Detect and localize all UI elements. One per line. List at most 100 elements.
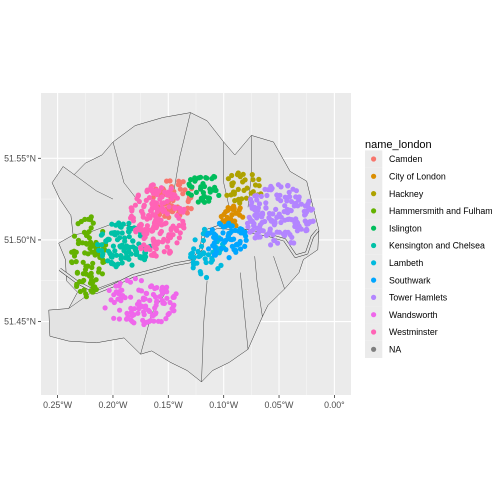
point-hammersmith-and-fulham	[73, 259, 79, 265]
point-wandsworth	[142, 296, 148, 302]
point-tower-hamlets	[278, 219, 284, 226]
point-westminster	[150, 236, 156, 242]
point-tower-hamlets	[306, 198, 312, 204]
point-kensington-and-chelsea	[109, 221, 115, 227]
legend-label: City of London	[389, 172, 446, 182]
point-southwark	[225, 232, 232, 238]
point-wandsworth	[132, 276, 138, 282]
point-hammersmith-and-fulham	[74, 270, 80, 276]
point-wandsworth	[124, 277, 130, 284]
point-tower-hamlets	[270, 232, 276, 238]
point-islington	[206, 198, 212, 204]
point-wandsworth	[141, 312, 147, 318]
point-hammersmith-and-fulham	[71, 253, 78, 259]
point-tower-hamlets	[263, 232, 270, 239]
legend-label: Westminster	[389, 327, 438, 337]
borough-boundary	[240, 272, 249, 350]
point-westminster	[150, 203, 156, 209]
point-wandsworth	[152, 285, 158, 292]
point-hammersmith-and-fulham	[96, 266, 102, 272]
point-westminster	[144, 188, 150, 195]
legend-swatch	[371, 173, 377, 179]
point-wandsworth	[137, 303, 143, 309]
point-tower-hamlets	[282, 203, 288, 209]
x-tick-label: 0.05°W	[265, 400, 295, 410]
point-wandsworth	[159, 284, 165, 290]
point-tower-hamlets	[291, 203, 297, 209]
point-camden	[184, 210, 190, 216]
point-kensington-and-chelsea	[138, 255, 144, 261]
point-camden	[180, 191, 186, 197]
point-wandsworth	[140, 317, 146, 323]
point-westminster	[150, 228, 156, 234]
legend-swatch	[371, 242, 377, 249]
point-wandsworth	[155, 318, 161, 324]
point-kensington-and-chelsea	[127, 244, 133, 250]
point-kensington-and-chelsea	[118, 224, 124, 230]
point-hackney	[256, 183, 262, 189]
point-tower-hamlets	[291, 240, 297, 246]
point-westminster	[145, 227, 152, 233]
point-lambeth	[200, 237, 206, 244]
axes: 0.25°W 0.20°W 0.15°W 0.10°W 0.05°W 0.00° 51.45…	[4, 153, 345, 410]
point-tower-hamlets	[257, 225, 263, 231]
point-westminster	[147, 247, 153, 253]
point-tower-hamlets	[260, 211, 266, 217]
point-westminster	[138, 221, 144, 227]
point-tower-hamlets	[247, 229, 253, 235]
point-hammersmith-and-fulham	[82, 250, 88, 256]
point-tower-hamlets	[262, 218, 268, 225]
point-hackney	[225, 176, 231, 182]
point-lambeth	[188, 251, 194, 257]
point-tower-hamlets	[268, 242, 274, 248]
point-kensington-and-chelsea	[113, 252, 120, 258]
point-southwark	[204, 232, 210, 238]
point-tower-hamlets	[271, 222, 277, 228]
point-camden	[177, 181, 183, 187]
point-hammersmith-and-fulham	[84, 241, 90, 247]
point-hammersmith-and-fulham	[81, 229, 87, 235]
point-westminster	[162, 189, 168, 195]
point-westminster	[143, 197, 149, 203]
x-tick-label: 0.00°	[324, 400, 345, 410]
point-kensington-and-chelsea	[133, 251, 139, 257]
point-wandsworth	[164, 295, 170, 301]
point-westminster	[134, 196, 140, 202]
point-wandsworth	[122, 295, 128, 301]
point-lambeth	[198, 243, 205, 249]
x-tick-label: 0.10°W	[209, 400, 239, 410]
point-westminster	[141, 202, 147, 208]
point-lambeth	[197, 269, 203, 275]
point-islington	[188, 192, 194, 198]
point-westminster	[144, 216, 150, 222]
point-southwark	[234, 241, 240, 247]
point-westminster	[139, 208, 145, 214]
point-tower-hamlets	[270, 211, 276, 217]
point-westminster	[166, 204, 172, 210]
point-tower-hamlets	[254, 197, 260, 203]
point-kensington-and-chelsea	[99, 253, 105, 259]
point-southwark	[218, 236, 224, 242]
point-kensington-and-chelsea	[99, 242, 105, 248]
point-tower-hamlets	[297, 225, 303, 231]
point-islington	[188, 177, 194, 183]
point-tower-hamlets	[304, 226, 310, 232]
point-tower-hamlets	[263, 200, 269, 206]
point-tower-hamlets	[285, 216, 291, 222]
point-tower-hamlets	[271, 237, 277, 243]
point-westminster	[167, 249, 173, 255]
point-westminster	[150, 212, 156, 218]
point-lambeth	[218, 262, 224, 268]
point-city-of-london	[231, 205, 237, 211]
data-points	[69, 170, 316, 328]
point-tower-hamlets	[252, 212, 258, 218]
point-wandsworth	[118, 298, 124, 304]
point-camden	[164, 178, 170, 184]
point-westminster	[150, 252, 156, 258]
point-kensington-and-chelsea	[122, 238, 128, 244]
point-wandsworth	[131, 306, 137, 312]
point-wandsworth	[165, 311, 171, 318]
point-southwark	[206, 246, 212, 252]
legend-label: Kensington and Chelsea	[389, 241, 485, 251]
point-wandsworth	[144, 290, 150, 297]
